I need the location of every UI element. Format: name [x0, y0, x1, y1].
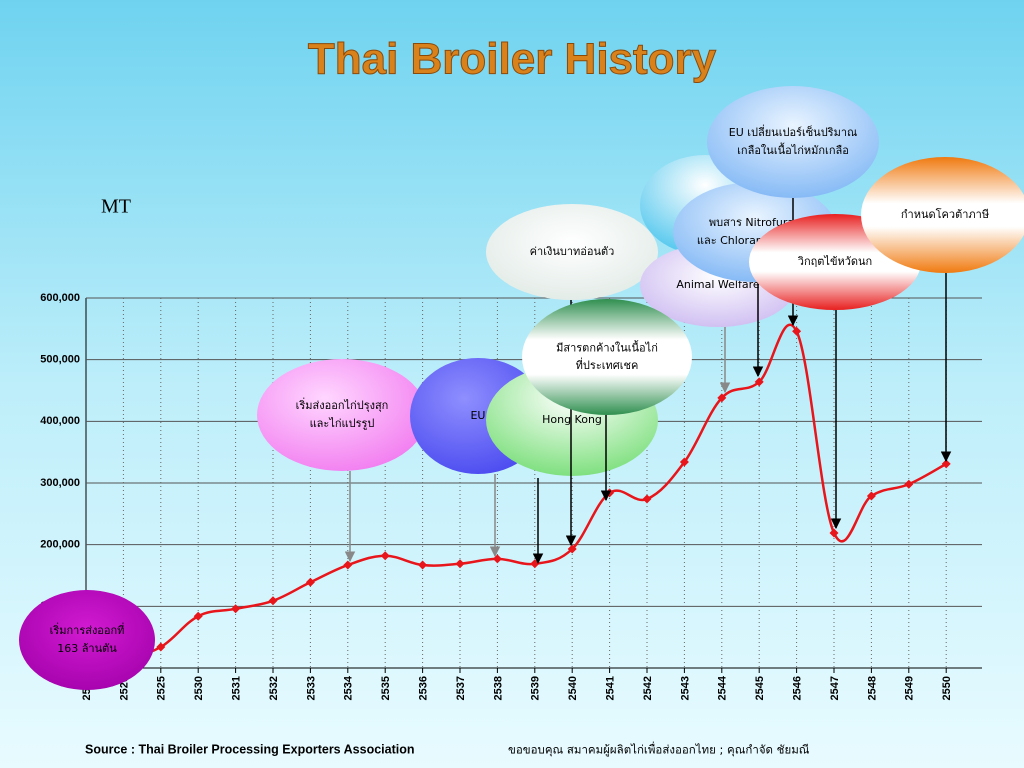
y-tick-label: 300,000 [40, 477, 80, 489]
annotation-bubble [19, 590, 155, 690]
data-point [642, 494, 652, 504]
x-tick-label: 2542 [642, 676, 654, 700]
x-tick-label: 2535 [380, 676, 392, 700]
chart-title: Thai Broiler History [308, 35, 717, 84]
annotation-text: Animal Welfare [676, 278, 760, 291]
annotation-text: เริ่มส่งออกไก่ปรุงสุก [296, 397, 389, 412]
annotation-text: และไก่แปรรูป [310, 417, 375, 430]
data-point [792, 326, 802, 336]
annotation-text: มีสารตกค้างในเนื้อไก่ [556, 339, 658, 354]
x-tick-label: 2549 [904, 676, 916, 700]
annotation-text: เริ่มการส่งออกที่ [50, 622, 125, 637]
y-axis-label: MT [101, 196, 131, 218]
annotation-bubble [707, 86, 879, 198]
x-tick-label: 2525 [156, 676, 168, 700]
annotation-bubble [257, 359, 427, 471]
x-tick-label: 2536 [418, 676, 430, 700]
data-point [679, 457, 689, 467]
annotation-text: พบสาร Nitrofuran [709, 216, 801, 229]
x-tick-label: 2537 [455, 676, 467, 700]
x-tick-label: 2541 [605, 676, 617, 700]
data-point [455, 559, 465, 569]
x-tick-label: 2531 [231, 676, 243, 700]
y-tick-label: 500,000 [40, 354, 80, 366]
annotation-bubble [861, 157, 1024, 273]
data-point [866, 491, 876, 501]
annotation-text: Hong Kong [542, 413, 602, 426]
y-tick-label: 400,000 [40, 415, 80, 427]
data-point [904, 479, 914, 489]
annotation-text: วิกฤตไข้หวัดนก [797, 255, 872, 268]
x-tick-label: 2539 [530, 676, 542, 700]
data-point [380, 551, 390, 561]
x-tick-label: 2534 [343, 675, 355, 700]
data-point [268, 596, 278, 606]
x-tick-label: 2547 [829, 676, 841, 700]
x-tick-label: 2538 [492, 676, 504, 700]
x-tick-label: 2540 [567, 676, 579, 700]
data-point [305, 577, 315, 587]
data-point [829, 528, 839, 538]
x-tick-label: 2543 [679, 676, 691, 700]
y-tick-label: 600,000 [40, 292, 80, 304]
x-tick-label: 2550 [941, 676, 953, 700]
annotation-bubble [486, 204, 658, 300]
x-tick-label: 2548 [866, 676, 878, 700]
annotation-text: ค่าเงินบาทอ่อนตัว [530, 245, 615, 258]
y-tick-label: 200,000 [40, 539, 80, 551]
source: Source : Thai Broiler Processing Exporte… [85, 742, 415, 756]
data-point [418, 560, 428, 570]
data-point [717, 393, 727, 403]
annotation-text: กำหนดโควต้าภาษี [901, 207, 989, 221]
x-tick-label: 2533 [305, 676, 317, 700]
data-point [193, 611, 203, 621]
x-tick-label: 2546 [792, 676, 804, 700]
annotation-bubble [522, 299, 692, 415]
data-point [567, 544, 577, 554]
data-point [343, 560, 353, 570]
annotation-text: ที่ประเทศเชค [576, 357, 639, 372]
annotation-text: EU [470, 409, 485, 422]
x-tick-label: 2532 [268, 676, 280, 700]
x-tick-label: 2544 [717, 675, 729, 700]
x-tick-label: 2530 [193, 676, 205, 700]
annotation-text: EU เปลี่ยนเปอร์เซ็นปริมาณ [729, 124, 857, 139]
annotation-text: เกลือในเนื้อไก่หมักเกลือ [737, 142, 849, 157]
x-tick-label: 2520 [118, 676, 130, 700]
credit: ขอขอบคุณ สมาคมผู้ผลิตไก่เพื่อส่งออกไทย ;… [508, 742, 810, 757]
data-point [231, 604, 241, 614]
data-point [156, 642, 166, 652]
x-tick-label: 2545 [754, 676, 766, 700]
annotation-text: 163 ล้านตัน [57, 642, 117, 655]
data-point [754, 377, 764, 387]
